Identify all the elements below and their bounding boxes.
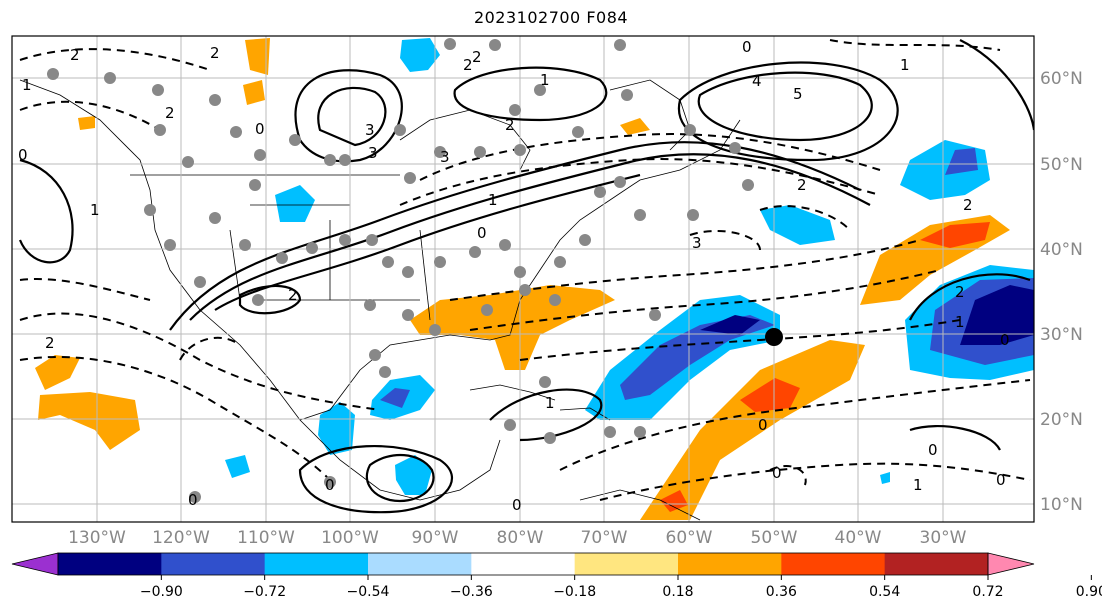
contour-label: 1 <box>545 394 555 412</box>
contour-label: 0 <box>758 416 768 434</box>
contour-label: 0 <box>325 476 335 494</box>
lon-label: 30°W <box>920 528 967 548</box>
contour-label: 2 <box>505 116 515 134</box>
lon-label: 120°W <box>152 528 210 548</box>
colorbar-tick-label: 0.18 <box>662 584 693 600</box>
contour-label: 1 <box>22 76 32 94</box>
colorbar-segment <box>574 553 679 575</box>
contour-label: 0 <box>772 464 782 482</box>
lat-label: 40°N <box>1040 240 1083 260</box>
contour-label: 2 <box>165 104 175 122</box>
contour-label: 0 <box>18 146 28 164</box>
colorbar-tick-label: −0.18 <box>553 584 596 600</box>
contour-label: 1 <box>913 476 923 494</box>
colorbar-segment <box>161 553 266 575</box>
colorbar-segment <box>884 553 989 575</box>
lon-label: 60°W <box>666 528 713 548</box>
colorbar-tick-label: −0.54 <box>347 584 390 600</box>
map-title: 2023102700 F084 <box>473 8 629 27</box>
longitude-labels: 130°W 120°W 110°W 100°W 90°W 80°W 70°W 6… <box>68 528 967 548</box>
contour-label: 3 <box>365 121 375 139</box>
contour-label: 3 <box>692 234 702 252</box>
contour-label: 1 <box>540 71 550 89</box>
graticule <box>12 36 1034 522</box>
contour-label: 0 <box>512 496 522 514</box>
lon-label: 80°W <box>497 528 544 548</box>
contour-label: 0 <box>742 38 752 56</box>
contour-label: 3 <box>368 144 378 162</box>
colorbar-segment <box>368 553 472 575</box>
contour-label: 0 <box>1000 331 1010 349</box>
contour-label: 2 <box>472 48 482 66</box>
positive-anomaly-atlantic <box>640 340 865 520</box>
contour-labels: 2 2 2 0 1 0 1 2 3 2 3 4 5 0 1 2 2 3 0 1 … <box>18 38 1010 514</box>
lon-label: 40°W <box>835 528 882 548</box>
contour-label: 1 <box>90 201 100 219</box>
lon-label: 50°W <box>751 528 798 548</box>
lat-label: 20°N <box>1040 410 1083 430</box>
lat-label: 30°N <box>1040 325 1083 345</box>
strong-positive-anomaly <box>740 378 800 412</box>
lat-label: 60°N <box>1040 69 1083 89</box>
contour-label: 0 <box>996 471 1006 489</box>
station-dots <box>47 38 754 503</box>
colorbar: −0.90 −0.72 −0.54 −0.36 −0.18 0.18 0.36 0.54 0.7… <box>11 552 1102 600</box>
colorbar-tick-label: −0.90 <box>140 584 183 600</box>
map-frame <box>11 35 1035 523</box>
contour-label: 2 <box>288 286 298 304</box>
contour-label: 2 <box>70 46 80 64</box>
contour-label: 0 <box>255 120 265 138</box>
lat-label: 10°N <box>1040 495 1083 515</box>
colorbar-segment <box>781 553 886 575</box>
dashed-contours <box>19 39 1031 501</box>
colorbar-segment <box>678 553 782 575</box>
colorbar-min-extend <box>11 552 59 576</box>
lon-label: 90°W <box>412 528 459 548</box>
contour-label: 1 <box>955 313 965 331</box>
contour-label: 1 <box>488 191 498 209</box>
contour-label: 2 <box>955 283 965 301</box>
contour-label: 2 <box>463 56 473 74</box>
positive-anomaly-pacific <box>38 392 140 450</box>
contour-label: 5 <box>793 85 803 103</box>
colorbar-segment <box>58 553 162 575</box>
colorbar-max-extend <box>987 552 1035 576</box>
colorbar-segment <box>264 553 369 575</box>
colorbar-tick-label: 0.54 <box>869 584 900 600</box>
colorbar-tick-label: 0.90 <box>1076 584 1102 600</box>
contour-label: 2 <box>45 334 55 352</box>
contour-label: 2 <box>210 44 220 62</box>
contour-label: 4 <box>752 72 762 90</box>
colorbar-segment <box>471 553 576 575</box>
contour-label: 0 <box>477 224 487 242</box>
contour-label: 0 <box>188 491 198 509</box>
lon-label: 130°W <box>68 528 126 548</box>
colorbar-tick-label: 0.72 <box>972 584 1003 600</box>
latitude-labels: 60°N 50°N 40°N 30°N 20°N 10°N <box>1040 69 1083 515</box>
colorbar-tick-label: −0.72 <box>243 584 286 600</box>
lon-label: 70°W <box>581 528 628 548</box>
colorbar-tick-label: 0.36 <box>766 584 797 600</box>
colorbar-tick-label: −0.36 <box>450 584 493 600</box>
lon-label: 100°W <box>321 528 379 548</box>
contour-label: 0 <box>928 441 938 459</box>
shaded-anomalies <box>35 38 1034 520</box>
contour-label: 3 <box>440 148 450 166</box>
contour-label: 2 <box>963 196 973 214</box>
lat-label: 50°N <box>1040 155 1083 175</box>
lon-label: 110°W <box>237 528 295 548</box>
contour-label: 2 <box>797 176 807 194</box>
colorbar-outline <box>57 552 989 576</box>
storm-center-marker <box>765 328 783 346</box>
contour-label: 1 <box>900 56 910 74</box>
